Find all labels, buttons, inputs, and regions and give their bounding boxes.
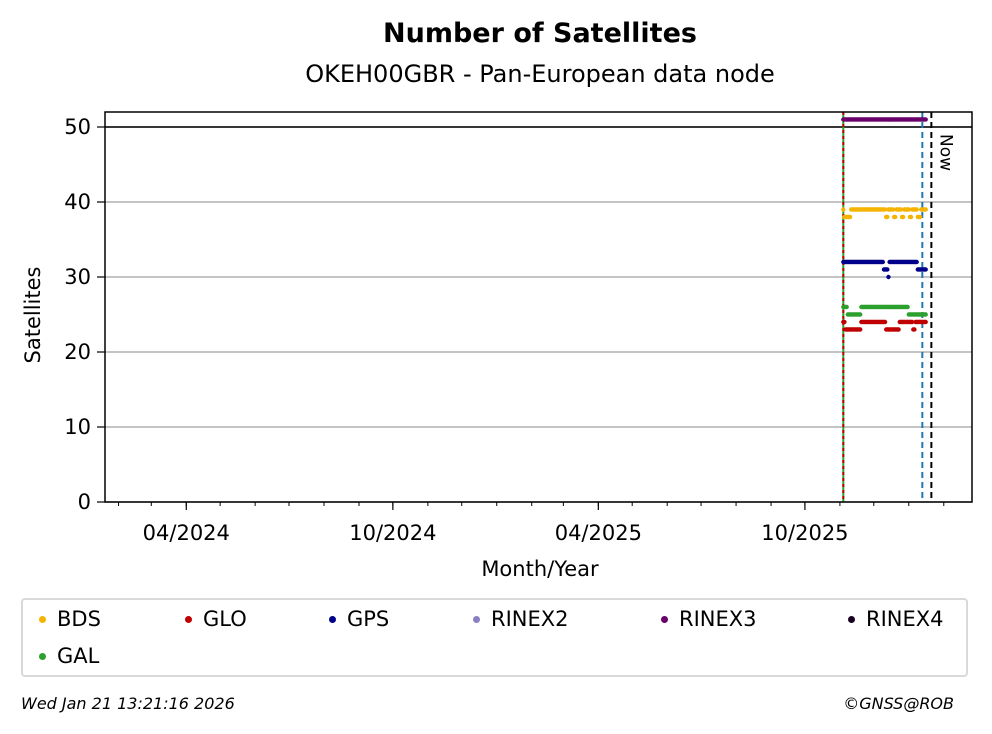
data-point — [847, 214, 853, 220]
series-rinex3 — [841, 117, 928, 122]
legend-item-gps: GPS — [329, 606, 389, 632]
y-axis-label: Satellites — [21, 267, 45, 364]
now-annotation: Now — [935, 134, 955, 171]
legend-marker — [39, 615, 46, 623]
data-point — [898, 207, 904, 212]
series-gal — [841, 304, 928, 317]
legend-label: RINEX4 — [866, 607, 944, 631]
data-point — [923, 312, 928, 317]
data-point — [923, 207, 928, 212]
data-point — [882, 319, 888, 325]
data-point — [886, 274, 891, 280]
data-point — [923, 117, 928, 122]
legend-item-bds: BDS — [39, 606, 101, 632]
data-point — [842, 319, 847, 325]
legend-marker — [185, 615, 192, 623]
data-point — [882, 207, 888, 212]
y-tick-label: 40 — [64, 190, 91, 214]
x-tick-label: 10/2025 — [761, 521, 848, 545]
plot-frame — [104, 111, 973, 503]
legend-marker — [329, 615, 336, 623]
legend-label: GPS — [347, 607, 390, 631]
legend-item-rinex4: RINEX4 — [848, 606, 944, 632]
y-tick-label: 10 — [64, 415, 91, 439]
data-point — [885, 214, 890, 220]
chart: Number of Satellites OKEH00GBR - Pan-Eur… — [21, 18, 973, 581]
footer-copyright: ©GNSS@ROB — [843, 694, 954, 713]
data-point — [923, 267, 928, 272]
legend-marker — [848, 615, 855, 623]
y-tick-label: 50 — [64, 115, 91, 139]
series-bds — [841, 207, 928, 220]
data-point — [893, 214, 898, 220]
chart-subtitle: OKEH00GBR - Pan-European data node — [305, 60, 775, 88]
data-point — [858, 327, 863, 332]
legend-item-gal: GAL — [39, 643, 99, 669]
y-tick-label: 30 — [64, 265, 91, 289]
data-point — [906, 207, 911, 212]
legend-label: RINEX3 — [679, 607, 757, 631]
legend-marker — [473, 615, 480, 623]
data-point — [841, 207, 846, 212]
data-point — [914, 259, 919, 265]
x-tick-label: 04/2024 — [143, 521, 230, 545]
legend-marker — [39, 652, 46, 660]
data-point — [923, 319, 928, 325]
legend-label: GAL — [57, 644, 100, 668]
y-tick-label: 0 — [78, 490, 91, 514]
data-point — [900, 214, 906, 220]
data-point — [844, 304, 849, 310]
data-point — [896, 327, 901, 332]
data-point — [905, 304, 910, 310]
x-tick-label: 10/2024 — [349, 521, 436, 545]
footer-timestamp: Wed Jan 21 13:21:16 2026 — [21, 694, 235, 713]
series-gps — [841, 259, 928, 280]
legend-item-rinex3: RINEX3 — [661, 606, 757, 632]
legend-item-rinex2: RINEX2 — [473, 606, 569, 632]
data-point — [914, 207, 919, 212]
data-point — [917, 214, 923, 220]
x-axis-label: Month/Year — [481, 557, 599, 581]
data-point — [858, 312, 863, 317]
data-point — [890, 207, 896, 212]
y-tick-label: 20 — [64, 340, 91, 364]
chart-title: Number of Satellites — [383, 18, 697, 49]
legend-item-glo: GLO — [185, 606, 247, 632]
legend: BDS GLO GPS RINEX2 RINEX3 RINEX4 GAL — [21, 598, 968, 677]
data-point — [908, 214, 914, 220]
legend-label: RINEX2 — [491, 607, 569, 631]
legend-label: BDS — [57, 607, 101, 631]
legend-marker — [661, 615, 668, 623]
data-point — [909, 319, 915, 325]
legend-label: GLO — [203, 607, 247, 631]
series-glo — [841, 319, 928, 332]
data-point — [885, 267, 890, 272]
data-point — [880, 259, 886, 265]
data-point — [912, 327, 917, 332]
x-tick-label: 04/2025 — [555, 521, 642, 545]
